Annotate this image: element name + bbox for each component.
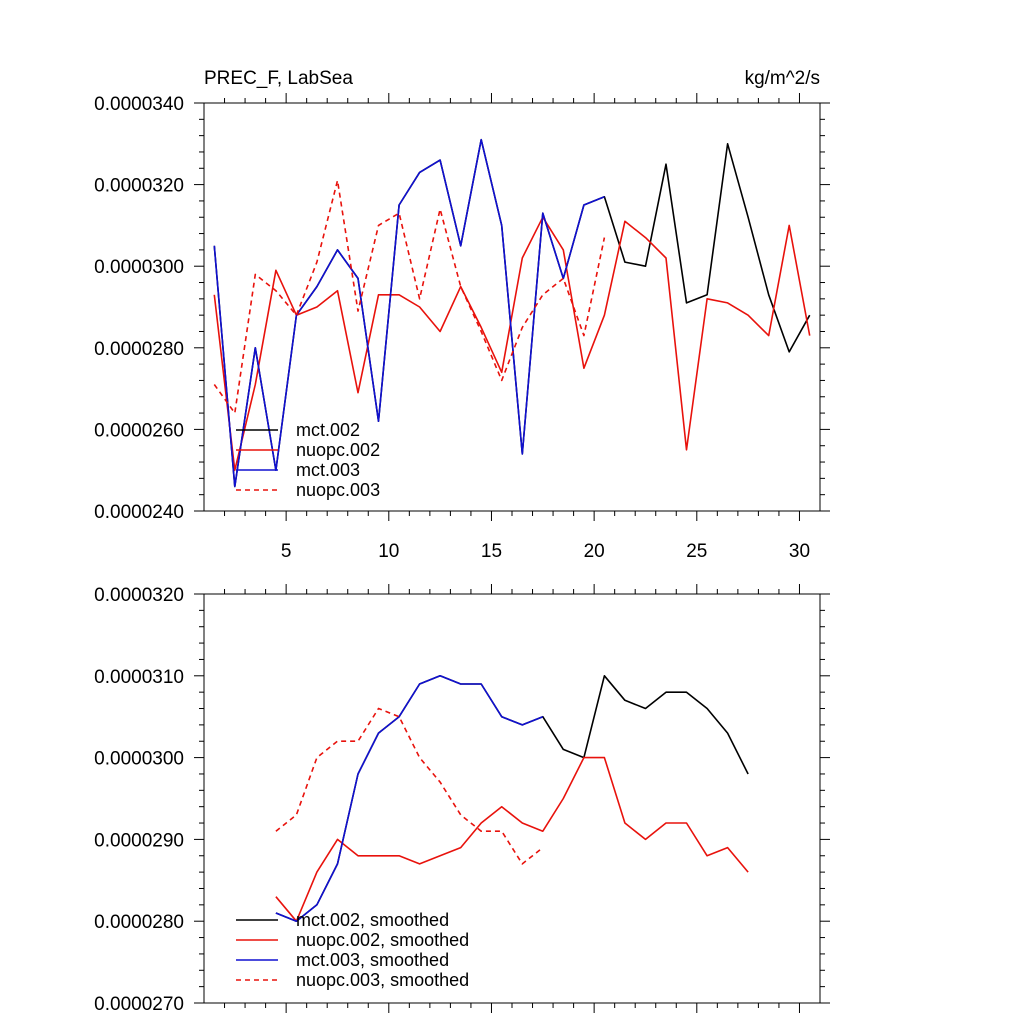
- series-line-mct002: [275, 674, 749, 923]
- y-tick-label: 0.0000300: [94, 257, 184, 278]
- units-label: kg/m^2/s: [745, 68, 820, 89]
- bottom-panel: 0.0000270 0.0000280 0.0000290 0.0000300 0.00…: [94, 584, 830, 1015]
- y-tick-label: 0.0000260: [94, 420, 184, 441]
- series-line-mct003: [213, 138, 605, 488]
- series-line-nuopc003: [275, 707, 544, 865]
- y-tick-label: 0.0000320: [94, 585, 184, 606]
- legend-label-mct003: mct.003, smoothed: [296, 950, 449, 970]
- legend-label-mct003: mct.003: [296, 460, 360, 480]
- x-tick-label: 5: [281, 541, 292, 562]
- x-tick-label: 20: [584, 541, 605, 562]
- x-tick-label: 25: [686, 541, 707, 562]
- y-tick-label: 0.0000280: [94, 912, 184, 933]
- legend-label-nuopc003: nuopc.003: [296, 480, 380, 500]
- legend-label-nuopc002: nuopc.002, smoothed: [296, 930, 469, 950]
- y-tick-label: 0.0000320: [94, 176, 184, 197]
- series-line-nuopc003: [213, 179, 606, 414]
- x-tick-label: 15: [481, 541, 502, 562]
- y-tick-label: 0.0000270: [94, 994, 184, 1015]
- x-tick-label: 30: [789, 541, 810, 562]
- top-panel: 0.0000240 0.0000260 0.0000280 0.0000300 0.00…: [94, 68, 830, 562]
- series-line-nuopc002: [213, 216, 811, 472]
- y-tick-label: 0.0000290: [94, 830, 184, 851]
- y-tick-label: 0.0000240: [94, 502, 184, 523]
- legend-label-mct002: mct.002, smoothed: [296, 910, 449, 930]
- y-tick-label: 0.0000340: [94, 94, 184, 115]
- legend-label-nuopc002: nuopc.002: [296, 440, 380, 460]
- y-tick-label: 0.0000310: [94, 667, 184, 688]
- series-line-nuopc002: [275, 756, 749, 923]
- legend-label-nuopc003: nuopc.003, smoothed: [296, 970, 469, 990]
- y-tick-label: 0.0000280: [94, 339, 184, 360]
- series-line-mct003: [275, 674, 544, 923]
- y-tick-label: 0.0000300: [94, 749, 184, 770]
- x-tick-label: 10: [378, 541, 399, 562]
- chart-title: PREC_F, LabSea: [204, 68, 353, 89]
- legend-label-mct002: mct.002: [296, 420, 360, 440]
